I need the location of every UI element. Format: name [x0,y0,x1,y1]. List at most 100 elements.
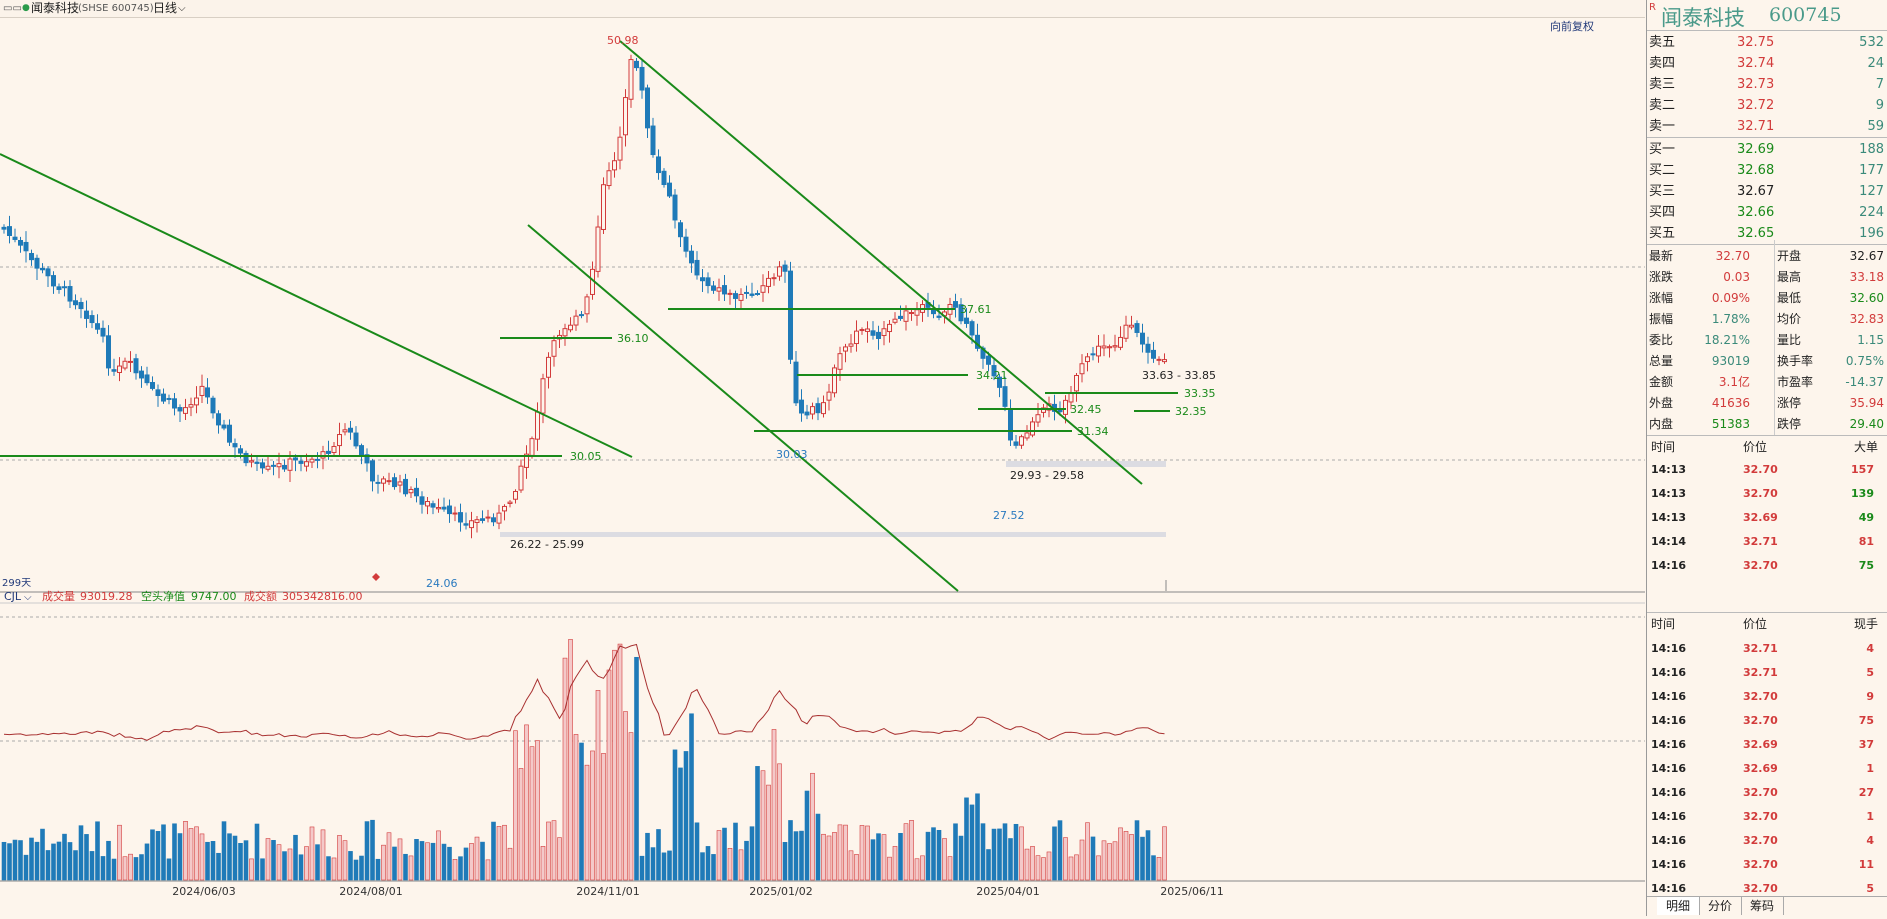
volume-bar [1013,823,1019,881]
big-order-row[interactable]: 14:13 32.70 157 [1647,459,1887,480]
candle-body [194,397,199,406]
volume-bar [507,847,513,881]
candle-body [353,432,359,447]
price-label-37-61: 37.61 [960,303,992,316]
stat-row: 外盘 41636 涨停 35.94 [1647,393,1887,414]
candle-body [342,429,348,433]
event-marker-icon[interactable] [372,573,380,581]
bid-row[interactable]: 买五 32.65 196 [1647,223,1887,244]
ask-row[interactable]: 卖一 32.71 59 [1647,116,1887,137]
stat-row: 涨跌 0.03 最高 33.18 [1647,267,1887,288]
volume-bar [155,831,161,881]
big-order-row[interactable]: 14:13 32.69 49 [1647,507,1887,528]
ask-label: 卖五 [1649,35,1676,50]
candle-body [155,389,161,397]
big-order-row[interactable]: 14:14 32.71 81 [1647,531,1887,552]
volume-bar [876,833,881,881]
tick-row[interactable]: 14:16 32.71 4 [1647,638,1887,659]
volume-bar [12,839,18,881]
candle-body [826,391,832,401]
big-orders-header: 时间 价位 大单 [1647,437,1887,458]
candle-body [1008,408,1013,441]
tick-row[interactable]: 14:16 32.69 1 [1647,758,1887,779]
candle-body [111,369,117,372]
volume-bar [958,835,964,881]
candle-body [1063,399,1068,415]
ask-row[interactable]: 卖二 32.72 9 [1647,95,1887,116]
chevron-down-icon[interactable]: ⌵ [178,3,186,14]
candle-body [78,301,84,310]
date-tick: 2024/11/01 [576,885,639,898]
order-time: 14:13 [1651,463,1687,476]
ask-row[interactable]: 卖四 32.74 24 [1647,53,1887,74]
stat-value: 3.1亿 [1718,375,1750,389]
bid-row[interactable]: 买一 32.69 188 [1647,139,1887,160]
big-order-row[interactable]: 14:13 32.70 139 [1647,483,1887,504]
stat-label: 最低 [1777,291,1802,305]
tick-row[interactable]: 14:16 32.69 37 [1647,734,1887,755]
menu-icon[interactable]: ▭▭ [3,3,22,14]
candle-body [18,240,23,246]
stat-value: 93019 [1711,354,1750,368]
ask-row[interactable]: 卖三 32.73 7 [1647,74,1887,95]
candle-body [210,397,216,414]
period-selector[interactable]: 日线 [153,1,178,15]
volume-bar [1129,834,1134,881]
volume-bar [909,820,914,881]
candle-body [51,275,56,287]
stat-row: 振幅 1.78% 均价 32.83 [1647,309,1887,330]
chevron-down-icon[interactable]: ⌵ [24,592,32,603]
bid-row[interactable]: 买三 32.67 127 [1647,181,1887,202]
trendline-lower-channel[interactable] [527,224,959,592]
tab-chips[interactable]: 筹码 [1741,897,1784,915]
stat-label: 内盘 [1649,417,1674,431]
tick-volume: 1 [1866,810,1874,823]
candle-body [799,399,804,414]
tick-row[interactable]: 14:16 32.70 9 [1647,686,1887,707]
candle-body [282,464,287,470]
trendline-upper-channel[interactable] [619,40,1143,485]
panel-tabs: 明细 分价 筹码 [1647,896,1887,916]
tick-row[interactable]: 14:16 32.71 5 [1647,662,1887,683]
tick-row[interactable]: 14:16 32.70 11 [1647,854,1887,875]
tick-row[interactable]: 14:16 32.70 5 [1647,878,1887,899]
volume-bar [601,753,606,881]
adjust-mode-label[interactable]: 向前复权 [1550,19,1594,33]
candle-body [727,292,733,295]
tick-row[interactable]: 14:16 32.70 4 [1647,830,1887,851]
ticks-header: 时间 价位 现手 [1647,614,1887,635]
bid-row[interactable]: 买二 32.68 177 [1647,160,1887,181]
col-header: 时间 [1651,440,1676,454]
price-label-33-35: 33.35 [1184,387,1216,400]
tick-row[interactable]: 14:16 32.70 75 [1647,710,1887,731]
tab-price-distribution[interactable]: 分价 [1699,897,1742,915]
volume-bar [243,840,249,881]
tick-row[interactable]: 14:16 32.70 27 [1647,782,1887,803]
candle-body [821,402,826,415]
tick-row[interactable]: 14:16 32.70 1 [1647,806,1887,827]
volume-bars [1,639,1167,881]
tab-detail[interactable]: 明细 [1657,897,1700,915]
candle-body [672,194,678,221]
volume-bar [832,832,837,881]
volume-bar [914,858,920,881]
bid-row[interactable]: 买四 32.66 224 [1647,202,1887,223]
tick-volume: 5 [1866,882,1874,895]
stat-label: 涨幅 [1649,291,1674,305]
ask-row[interactable]: 卖五 32.75 532 [1647,32,1887,53]
candle-body [447,505,452,515]
volume-bar [1123,831,1129,881]
price-label-36-10: 36.10 [617,332,649,345]
big-order-row[interactable]: 14:16 32.70 75 [1647,555,1887,576]
bid-label: 买五 [1649,226,1676,241]
volume-bar [23,854,29,881]
candle-body [1085,356,1090,363]
separator [1647,612,1887,613]
order-price: 32.70 [1743,463,1778,476]
chart-area[interactable]: 50.98 37.61 36.10 34.21 33.63 - 33.85 33… [0,17,1645,916]
stat-label: 金额 [1649,375,1674,389]
trendline-long-downtrend[interactable] [0,153,633,458]
indicator-selector[interactable]: CJL [4,590,22,603]
candle-body [249,460,254,463]
ask-label: 卖一 [1649,119,1676,134]
